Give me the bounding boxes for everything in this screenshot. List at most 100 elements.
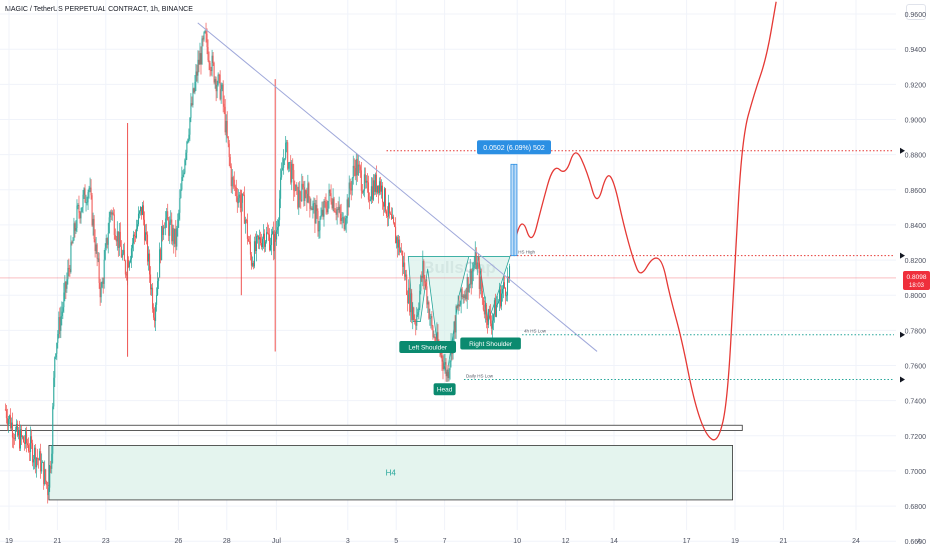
candle-body (81, 207, 83, 212)
measure-label-box[interactable] (477, 140, 551, 155)
candle-body (226, 120, 228, 137)
candle-body (103, 259, 105, 284)
y-tick-label: 0.8200 (905, 258, 927, 265)
candle-body (496, 302, 498, 305)
candle-body (453, 321, 455, 334)
candle-body (100, 287, 102, 298)
candle-body (304, 190, 306, 202)
candle-body (426, 286, 428, 305)
candle-body (250, 254, 252, 266)
candle-body (448, 369, 450, 378)
x-tick-label: 7 (443, 538, 447, 545)
candle-body (441, 353, 443, 362)
candle-body (427, 302, 429, 305)
candle-body (88, 188, 90, 193)
candle-body (360, 170, 362, 191)
candle-body (425, 282, 427, 287)
h4-demand-zone[interactable] (48, 445, 733, 501)
candle-body (320, 215, 322, 219)
candle-body (314, 203, 316, 224)
descending-trendline[interactable] (197, 22, 598, 352)
candle-body (192, 88, 194, 105)
candle-body (157, 281, 159, 296)
candle-body (75, 227, 77, 231)
candle-body (92, 218, 94, 226)
candle-body (238, 194, 240, 198)
candle-body (171, 219, 173, 242)
candle-body (430, 316, 432, 319)
candle-body (59, 317, 61, 331)
candle-body (345, 218, 347, 225)
candle-body (337, 209, 339, 211)
candle-body (201, 38, 203, 65)
candle-body (85, 202, 87, 204)
head-label[interactable] (433, 383, 456, 396)
candle-body (402, 250, 404, 267)
candle-body (97, 258, 99, 260)
candle-body (86, 202, 88, 204)
candle-body (303, 187, 305, 202)
candle-body (296, 184, 298, 187)
candle-body (13, 438, 15, 440)
candle-body (98, 258, 100, 283)
candle-body (414, 319, 416, 322)
candle-body (311, 208, 313, 211)
current-price-tag[interactable] (903, 270, 930, 290)
candle-body (490, 323, 492, 329)
candle-body (505, 287, 507, 296)
candle-body (408, 287, 410, 304)
candle-body (106, 238, 108, 245)
candle-body (190, 103, 192, 118)
candle-body (318, 230, 320, 232)
candle-body (105, 238, 107, 248)
candle-body (48, 487, 50, 496)
candle-body (269, 234, 271, 251)
candle-body (483, 309, 485, 315)
candle-body (432, 326, 434, 337)
candle-body (293, 170, 295, 191)
candle-body (136, 224, 138, 229)
y-tick-label: 0.7800 (905, 328, 927, 335)
candle-body (43, 462, 45, 485)
candle-body (130, 248, 132, 260)
candle-body (399, 239, 401, 253)
candle-body (230, 166, 232, 187)
candle-body (493, 300, 495, 315)
y-tick-label: 0.8800 (905, 153, 927, 160)
candle-body (11, 422, 13, 438)
candle-body (377, 185, 379, 194)
candle-body (70, 242, 72, 272)
candle-body (44, 469, 46, 485)
candle-body (170, 219, 172, 223)
chart-settings-button[interactable] (906, 4, 926, 20)
candle-body (356, 159, 358, 176)
candle-body (371, 186, 373, 200)
candle-body (138, 211, 140, 214)
candle-body (38, 459, 40, 461)
candle-body (291, 163, 293, 183)
candle-body (247, 238, 249, 242)
candle-body (217, 74, 219, 85)
candle-body (400, 250, 402, 253)
candle-body (37, 458, 39, 460)
candle-body (468, 284, 470, 293)
candle-body (107, 233, 109, 245)
thin-zone[interactable] (0, 424, 743, 431)
left-shoulder-label[interactable] (399, 341, 457, 354)
projection-path[interactable] (511, 1, 777, 441)
candle-body (63, 292, 65, 308)
candle-body (349, 182, 351, 189)
candle-body (501, 288, 503, 294)
right-shoulder-label[interactable] (460, 337, 521, 350)
candle-body (341, 217, 343, 221)
candle-body (395, 226, 397, 244)
x-tick-label: 21 (780, 538, 788, 545)
candle-body (350, 188, 352, 191)
candle-body (280, 177, 282, 199)
candle-body (203, 32, 205, 40)
candle-body (26, 431, 28, 444)
candle-body (134, 236, 136, 238)
candle-body (313, 203, 315, 205)
